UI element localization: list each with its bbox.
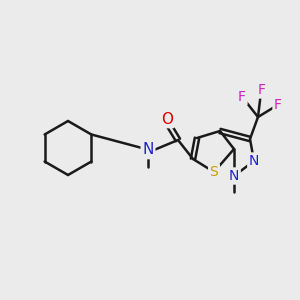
Text: F: F bbox=[274, 98, 282, 112]
Text: N: N bbox=[249, 154, 259, 168]
Text: O: O bbox=[161, 112, 173, 127]
Text: N: N bbox=[142, 142, 154, 158]
Text: S: S bbox=[210, 165, 218, 179]
Text: N: N bbox=[229, 169, 239, 183]
Text: F: F bbox=[258, 83, 266, 97]
Text: F: F bbox=[238, 90, 246, 104]
